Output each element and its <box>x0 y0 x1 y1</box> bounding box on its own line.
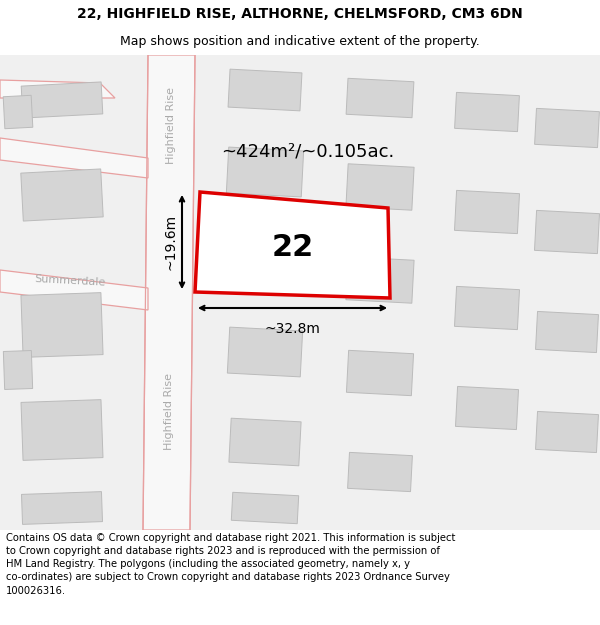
Text: ~32.8m: ~32.8m <box>265 322 320 336</box>
Polygon shape <box>347 452 412 492</box>
Polygon shape <box>346 78 414 118</box>
Polygon shape <box>21 292 103 357</box>
Polygon shape <box>0 138 148 178</box>
Polygon shape <box>536 311 598 352</box>
Polygon shape <box>535 211 599 254</box>
Polygon shape <box>229 418 301 466</box>
Polygon shape <box>226 147 304 197</box>
Polygon shape <box>536 411 598 452</box>
Polygon shape <box>454 191 520 234</box>
Polygon shape <box>535 108 599 148</box>
Polygon shape <box>22 492 103 524</box>
Polygon shape <box>3 95 33 129</box>
Text: ~19.6m: ~19.6m <box>163 214 177 270</box>
Text: ~424m²/~0.105ac.: ~424m²/~0.105ac. <box>221 143 395 161</box>
Text: Contains OS data © Crown copyright and database right 2021. This information is : Contains OS data © Crown copyright and d… <box>6 533 455 596</box>
Polygon shape <box>227 237 302 287</box>
Polygon shape <box>195 192 390 298</box>
Text: 22: 22 <box>272 233 314 262</box>
Text: 22, HIGHFIELD RISE, ALTHORNE, CHELMSFORD, CM3 6DN: 22, HIGHFIELD RISE, ALTHORNE, CHELMSFORD… <box>77 7 523 21</box>
Polygon shape <box>228 69 302 111</box>
Polygon shape <box>21 399 103 461</box>
Polygon shape <box>346 164 414 210</box>
Text: Highfield Rise: Highfield Rise <box>166 86 176 164</box>
Text: Map shows position and indicative extent of the property.: Map shows position and indicative extent… <box>120 35 480 48</box>
Polygon shape <box>232 208 292 256</box>
Polygon shape <box>455 92 520 132</box>
Polygon shape <box>0 80 115 98</box>
Polygon shape <box>346 257 414 303</box>
Polygon shape <box>454 286 520 329</box>
Polygon shape <box>21 169 103 221</box>
Polygon shape <box>4 351 32 389</box>
Polygon shape <box>143 55 195 530</box>
Text: Highfield Rise: Highfield Rise <box>164 374 174 451</box>
Polygon shape <box>21 82 103 118</box>
Text: Summerdale: Summerdale <box>34 274 106 288</box>
Polygon shape <box>455 386 518 429</box>
Polygon shape <box>346 351 413 396</box>
Polygon shape <box>0 270 148 310</box>
Polygon shape <box>232 492 299 524</box>
Polygon shape <box>227 327 302 377</box>
